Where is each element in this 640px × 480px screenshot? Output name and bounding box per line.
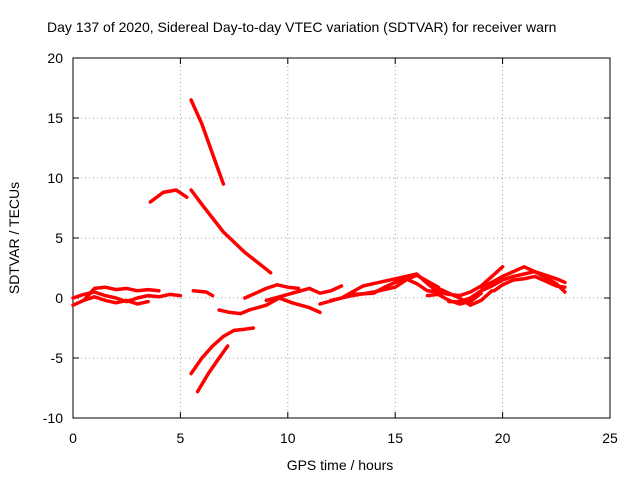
x-tick-label: 5 <box>177 430 185 446</box>
series-arc-12 <box>247 296 322 315</box>
series-arc-10 <box>217 308 251 316</box>
series-arc-5 <box>189 98 226 186</box>
plot-frame <box>72 57 611 419</box>
series-arc-3 <box>81 295 150 306</box>
axes: 0 5 10 15 20 25 -10 -5 0 5 10 15 20 <box>43 50 618 446</box>
x-tick-label: 25 <box>602 430 618 446</box>
series-arc-16 <box>350 265 505 298</box>
labels: Day 137 of 2020, Sidereal Day-to-day VTE… <box>6 19 556 473</box>
x-tick-label: 10 <box>280 430 296 446</box>
chart-title: Day 137 of 2020, Sidereal Day-to-day VTE… <box>47 19 556 35</box>
data-series <box>71 98 567 394</box>
grid <box>73 58 610 418</box>
y-tick-label: 5 <box>55 230 63 246</box>
series-arc-11 <box>243 283 301 300</box>
y-axis-label: SDTVAR / TECUs <box>6 182 22 294</box>
series-arc-6 <box>189 188 273 275</box>
y-tick-label: -5 <box>51 350 64 366</box>
series-arc-20 <box>479 265 567 294</box>
y-tick-label: 20 <box>47 50 63 66</box>
x-tick-label: 0 <box>69 430 77 446</box>
series-arc-9 <box>195 344 230 394</box>
series-arc-8 <box>189 326 256 376</box>
y-tick-label: 0 <box>55 290 63 306</box>
series-arc-2 <box>71 285 161 307</box>
x-axis-label: GPS time / hours <box>287 457 394 473</box>
y-tick-label: 10 <box>47 170 63 186</box>
series-arc-7 <box>191 289 215 298</box>
series-arc-19 <box>447 269 567 304</box>
series-arc-21 <box>492 274 567 293</box>
y-tick-label: 15 <box>47 110 63 126</box>
x-tick-label: 15 <box>387 430 403 446</box>
series-arc-13 <box>264 284 344 303</box>
x-tick-label: 20 <box>495 430 511 446</box>
y-tick-label: -10 <box>43 410 63 426</box>
series-arc-4 <box>148 188 189 204</box>
